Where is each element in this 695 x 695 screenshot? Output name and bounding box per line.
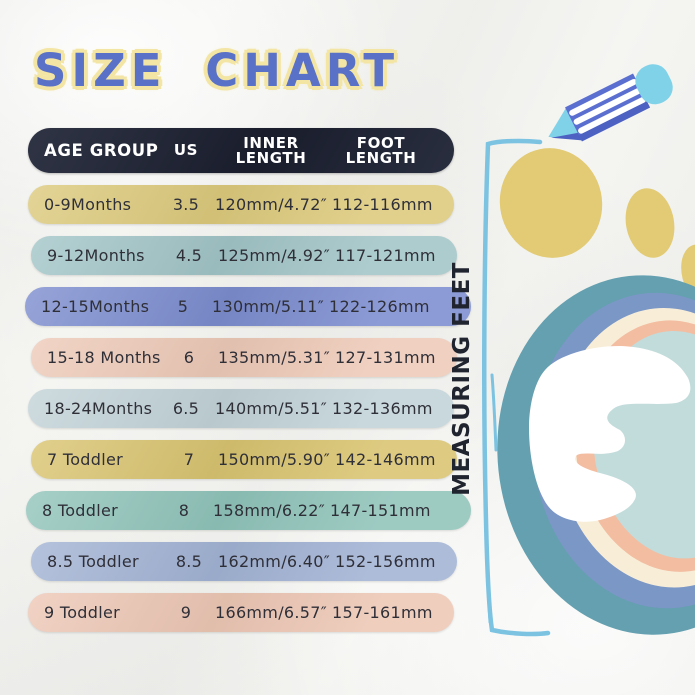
age-group-cell: 12-15Months	[41, 297, 150, 316]
foot-length-cell: 142-146mm	[335, 450, 436, 469]
header-inner-length: INNER LENGTH	[235, 134, 307, 167]
table-row: 15-18 Months 6 135mm/5.31″ 127-131mm	[31, 338, 457, 377]
table-row: 7 Toddler 7 150mm/5.90″ 142-146mm	[31, 440, 457, 479]
header-us: US	[173, 141, 199, 160]
foot-highlight-shape	[529, 346, 691, 522]
us-size-cell: 9	[180, 603, 192, 622]
inner-length-cell: 140mm/5.51″	[214, 399, 327, 418]
inner-length-cell: 120mm/4.72″	[214, 195, 327, 214]
inner-length-cell: 158mm/6.22″	[212, 501, 325, 520]
pencil-icon	[548, 64, 673, 142]
age-group-cell: 7 Toddler	[47, 450, 123, 469]
measuring-bracket	[482, 138, 551, 637]
us-size-cell: 8	[178, 501, 190, 520]
age-group-cell: 8 Toddler	[42, 501, 118, 520]
inner-length-cell: 166mm/6.57″	[214, 603, 327, 622]
us-size-cell: 4.5	[175, 246, 203, 265]
table-row: 9 Toddler 9 166mm/6.57″ 157-161mm	[28, 593, 454, 632]
us-size-cell: 5	[177, 297, 189, 316]
us-size-cell: 3.5	[172, 195, 200, 214]
inner-length-cell: 130mm/5.11″	[211, 297, 324, 316]
header-age-group: AGE GROUP	[44, 140, 159, 160]
size-chart-table: AGE GROUP US INNER LENGTH FOOT LENGTH 0-…	[25, 128, 471, 632]
age-group-cell: 8.5 Toddler	[47, 552, 139, 571]
header-foot-length: FOOT LENGTH	[345, 134, 417, 167]
inner-length-cell: 150mm/5.90″	[217, 450, 330, 469]
table-header-row: AGE GROUP US INNER LENGTH FOOT LENGTH	[28, 128, 454, 173]
foot-length-cell: 117-121mm	[335, 246, 436, 265]
foot-length-cell: 122-126mm	[329, 297, 430, 316]
table-row: 9-12Months 4.5 125mm/4.92″ 117-121mm	[31, 236, 457, 275]
table-row: 18-24Months 6.5 140mm/5.51″ 132-136mm	[28, 389, 454, 428]
age-group-cell: 9 Toddler	[44, 603, 120, 622]
foot-length-cell: 157-161mm	[332, 603, 433, 622]
table-row: 8 Toddler 8 158mm/6.22″ 147-151mm	[26, 491, 471, 530]
us-size-cell: 6.5	[172, 399, 200, 418]
inner-length-cell: 162mm/6.40″	[217, 552, 330, 571]
age-group-cell: 0-9Months	[44, 195, 132, 214]
age-group-cell: 18-24Months	[44, 399, 153, 418]
table-row: 8.5 Toddler 8.5 162mm/6.40″ 152-156mm	[31, 542, 457, 581]
inner-length-cell: 125mm/4.92″	[217, 246, 330, 265]
us-size-cell: 7	[183, 450, 195, 469]
foot-length-cell: 152-156mm	[335, 552, 436, 571]
us-size-cell: 8.5	[175, 552, 203, 571]
big-toe-shape	[499, 148, 603, 258]
measuring-feet-label: MEASURING FEET	[449, 262, 475, 496]
second-toe-shape	[625, 188, 675, 258]
foot-length-cell: 112-116mm	[332, 195, 433, 214]
foot-length-cell: 147-151mm	[330, 501, 431, 520]
page-title: SIZE CHART	[34, 44, 400, 97]
foot-length-cell: 127-131mm	[335, 348, 436, 367]
inner-length-cell: 135mm/5.31″	[217, 348, 330, 367]
foot-icon	[497, 148, 695, 635]
us-size-cell: 6	[183, 348, 195, 367]
table-row: 0-9Months 3.5 120mm/4.72″ 112-116mm	[28, 185, 454, 224]
table-row: 12-15Months 5 130mm/5.11″ 122-126mm	[25, 287, 471, 326]
age-group-cell: 9-12Months	[47, 246, 145, 265]
age-group-cell: 15-18 Months	[47, 348, 161, 367]
foot-length-cell: 132-136mm	[332, 399, 433, 418]
